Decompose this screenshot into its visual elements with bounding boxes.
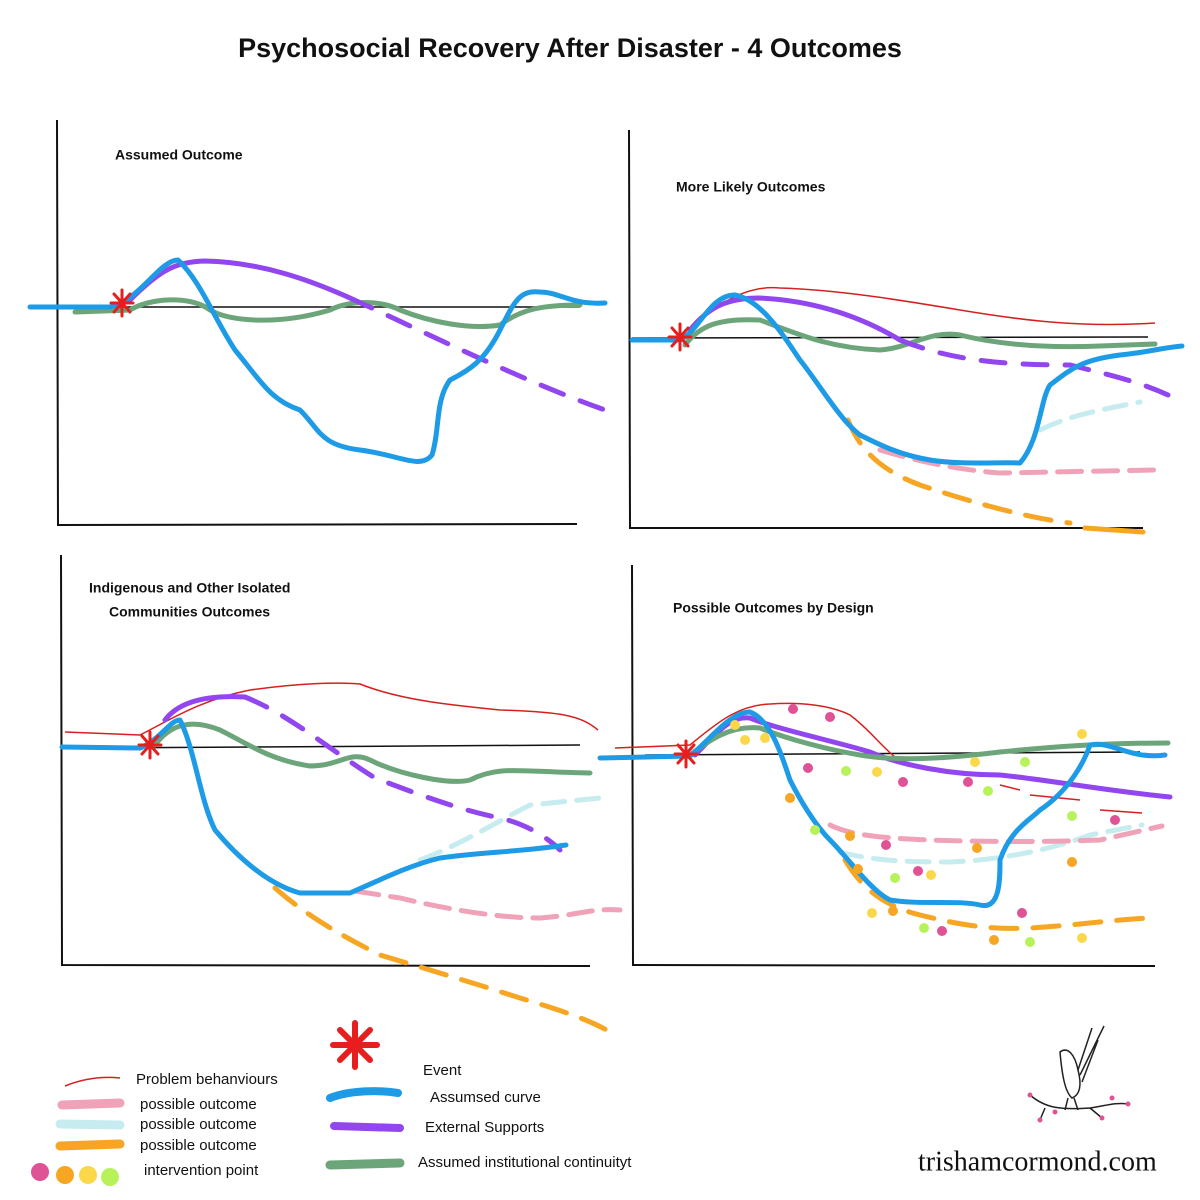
problem-curve [614,702,1143,814]
continuity-curve [687,725,1171,762]
legend-label: Event [423,1062,462,1079]
assumed-curve [59,717,569,896]
legend-label: External Supports [425,1119,544,1136]
legend-dot [79,1166,97,1184]
event-marker [137,730,163,760]
legend-label: Problem behanviours [136,1071,278,1088]
baseline [89,744,581,749]
outcome-pink [877,447,1158,476]
outcome-orange [845,417,1073,526]
panel-design: Possible Outcomes by Design [597,564,1173,967]
legend-swatch [55,1119,125,1130]
panel-isolated: Indigenous and Other Isolated Communitie… [59,554,623,1035]
legend-right: Event Assumsed curve External Supports A… [325,1023,632,1171]
legend-swatch [57,1098,125,1110]
legend-dot [101,1168,119,1186]
outcome-orange [842,857,1153,931]
panel-title: Indigenous and Other Isolated [89,580,290,596]
legend-left: Problem behanviours possible outcome pos… [31,1071,278,1186]
event-marker [667,322,693,352]
legend-label: possible outcome [140,1137,257,1154]
baseline [644,751,1141,756]
legend-label: possible outcome [140,1116,257,1133]
title: Psychosocial Recovery After Disaster - 4… [238,33,902,63]
credit: trishamcormond.com [918,1146,1157,1177]
legend-swatch [55,1139,125,1151]
legend-swatch [330,1122,404,1132]
supports-curve [162,694,248,723]
assumed-curve [629,292,1185,466]
legend-label: Assumsed curve [430,1089,541,1106]
panel-title: More Likely Outcomes [676,179,826,195]
legend-dot [31,1163,49,1181]
bird-logo [1027,1025,1131,1123]
axes [631,564,1156,967]
legend-swatch [325,1158,405,1170]
event-marker [109,288,135,318]
axes [628,129,1143,529]
legend-label: Assumed institutional continuityt [418,1154,632,1171]
panel-assumed: Assumed Outcome [27,119,608,527]
intervention-points [730,704,1120,947]
panel-title: Possible Outcomes by Design [673,600,874,616]
continuity-curve [152,721,593,784]
assumed-curve [597,709,1168,908]
outcome-cyan [1037,399,1143,433]
continuity-curve [682,317,1158,353]
panel-title: Communities Outcomes [109,604,270,620]
legend-label: possible outcome [140,1096,257,1113]
panel-title: Assumed Outcome [115,147,243,163]
axes [56,119,578,527]
supports-curve-dashed [897,337,1171,398]
supports-curve-dashed [242,694,563,853]
outcome-pink [352,888,623,921]
outcome-cyan [417,794,613,863]
outcome-cyan [837,822,1145,865]
supports-curve [127,258,353,303]
problem-curve [689,286,1156,331]
outcome-orange-end [1082,525,1146,535]
legend-swatch [333,1023,377,1067]
panel-likely: More Likely Outcomes [628,129,1185,535]
outcome-pink [827,822,1165,844]
legend-label: intervention point [144,1162,259,1179]
problem-curve [64,682,599,736]
legend-swatch [326,1087,402,1102]
supports-curve-dashed [347,295,608,413]
legend-dot [56,1166,74,1184]
legend-swatch [64,1076,121,1087]
assumed-curve [27,257,608,464]
outcome-orange [272,885,613,1035]
event-marker [673,739,699,769]
baseline [631,336,1149,339]
axes [60,554,591,967]
